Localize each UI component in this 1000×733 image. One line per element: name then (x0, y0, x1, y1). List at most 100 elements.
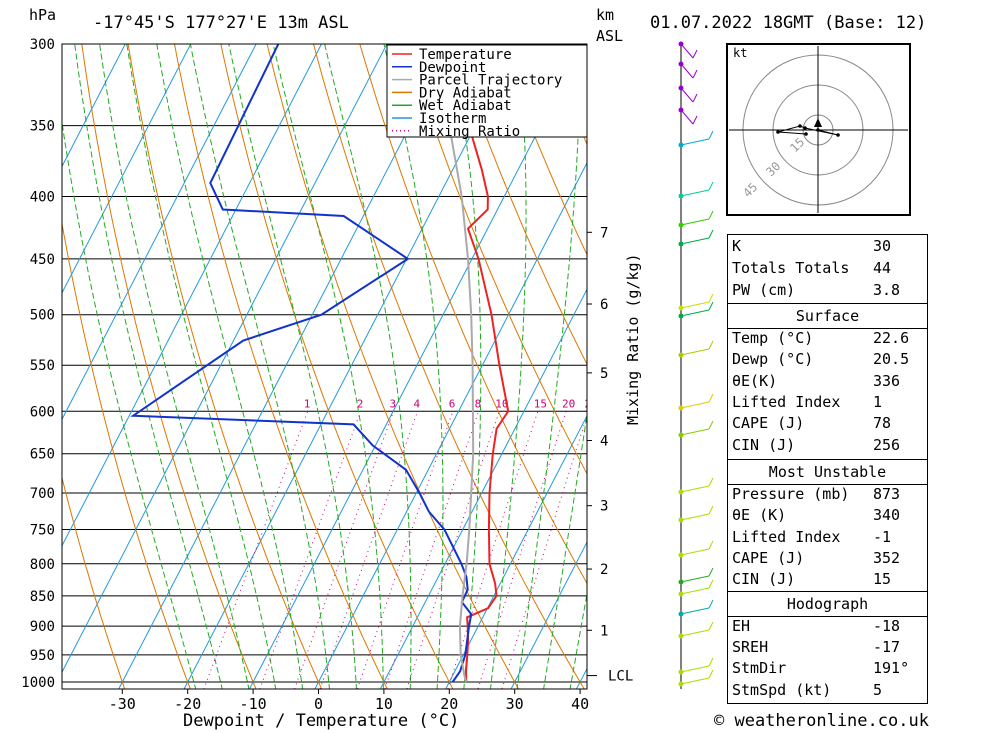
km-tick-label: 2 (600, 562, 608, 578)
mixing-ratio-line (203, 411, 309, 689)
index-label: StmSpd (kt) (732, 681, 832, 699)
mixing-ratio-label: 15 (534, 397, 547, 410)
datetime-title: 01.07.2022 18GMT (Base: 12) (650, 13, 927, 33)
series-dewpoint (130, 44, 473, 683)
km-tick-label: 4 (600, 434, 608, 450)
wind-barb-feather (708, 340, 714, 350)
mixing-ratio-line (356, 411, 454, 689)
wind-barb-feather (708, 599, 714, 609)
mixing-ratio-axis-label: Mixing Ratio (g/kg) (624, 253, 642, 425)
wet-adiabat-line (324, 44, 412, 689)
index-value: 340 (873, 506, 901, 524)
storm-motion-marker (814, 118, 822, 127)
wind-barb-feather (708, 130, 714, 140)
wind-barb-feather (708, 579, 714, 589)
index-row: SREH -17 (732, 638, 923, 659)
index-label: Lifted Index (732, 393, 841, 411)
index-row: CAPE (J) 78 (732, 414, 923, 435)
divider (728, 616, 927, 617)
index-value: 191° (873, 659, 910, 677)
index-row: K 30 (732, 237, 923, 258)
km-tick-label: 3 (600, 499, 608, 515)
isotherm-line (0, 7, 13, 707)
wind-barb-feather (708, 505, 714, 515)
mixing-ratio-label: 3 (389, 397, 396, 410)
wind-barb-feather (692, 93, 698, 103)
wind-barb-feather (708, 301, 714, 311)
location-title: -17°45'S 177°27'E 13m ASL (93, 13, 349, 33)
dry-adiabat-line (451, 44, 587, 366)
wet-adiabat-line (74, 44, 223, 689)
wind-barb (680, 587, 710, 595)
legend-label: Dewpoint (419, 60, 486, 76)
copyright-link[interactable]: © weatheronline.co.uk (714, 711, 929, 731)
index-row: EH -18 (732, 617, 923, 638)
index-row: θE (K) 340 (732, 506, 923, 527)
wet-adiabat-line (228, 44, 357, 689)
index-row: Dewp (°C) 20.5 (732, 350, 923, 371)
hodograph-point (804, 132, 808, 136)
index-value: 30 (873, 237, 892, 255)
dry-adiabat-line (62, 475, 126, 689)
isotherm-line (62, 44, 323, 547)
most-unstable-box: Most Unstable Pressure (mb) 873 θE (K) 340… (727, 459, 928, 592)
wind-barb-feather (708, 540, 714, 550)
surface-box: Surface Temp (°C) 22.6 Dewp (°C) 20.5 θE(K… (727, 303, 928, 460)
wind-barb-feather (708, 669, 714, 679)
legend-box (386, 44, 588, 138)
isotherm-line (62, 44, 388, 674)
isotherm-line (314, 161, 587, 689)
dry-adiabat-line (81, 44, 257, 689)
mixing-ratio-line (319, 411, 419, 689)
legend-label: Dry Adiabat (419, 85, 512, 101)
pressure-tick-label: 700 (30, 486, 55, 502)
isotherm-line (62, 44, 192, 294)
index-value: -18 (873, 617, 901, 635)
dry-adiabat-line (405, 44, 587, 475)
index-row: CIN (J) 15 (732, 570, 923, 591)
index-label: K (732, 237, 742, 255)
wet-adiabat-line (272, 44, 384, 689)
index-value: 336 (873, 372, 901, 390)
wind-barb (680, 607, 710, 615)
mixing-ratio-label: 20 (562, 397, 575, 410)
hodograph-point (816, 128, 820, 132)
x-tick-label: 10 (375, 695, 393, 713)
index-value: -17 (873, 638, 901, 656)
wind-barb (680, 677, 710, 685)
x-tick-label: -30 (109, 695, 136, 713)
wind-barb-feather (708, 657, 714, 667)
index-label: CIN (J) (732, 436, 796, 454)
index-label: θE(K) (732, 372, 778, 390)
dry-adiabat-line (127, 44, 323, 689)
mixing-ratio-label: 2 (357, 397, 364, 410)
pressure-tick-label: 800 (30, 557, 55, 573)
legend-label: Parcel Trajectory (419, 73, 562, 89)
index-label: Pressure (mb) (732, 485, 850, 503)
index-row: Totals Totals 44 (732, 259, 923, 280)
mixing-ratio-label: 25 (584, 397, 597, 410)
index-row: θE(K) 336 (732, 372, 923, 393)
wind-barb-feather (708, 477, 714, 487)
index-row: StmSpd (kt) 5 (732, 681, 923, 702)
wind-barb (680, 87, 694, 103)
divider (728, 484, 927, 485)
most-unstable-title: Most Unstable (768, 463, 887, 481)
mixing-ratio-line (477, 411, 567, 689)
pressure-tick-label: 900 (30, 619, 55, 635)
index-value: -1 (873, 528, 892, 546)
pressure-tick-label: 850 (30, 589, 55, 605)
index-value: 352 (873, 549, 901, 567)
index-value: 1 (873, 393, 883, 411)
wind-barb (680, 43, 694, 59)
lcl-label: LCL (608, 669, 633, 685)
index-row: StmDir 191° (732, 659, 923, 680)
mixing-ratio-line (501, 414, 587, 689)
index-label: Lifted Index (732, 528, 841, 546)
index-label: CAPE (J) (732, 414, 805, 432)
index-value: 15 (873, 570, 892, 588)
index-row: Pressure (mb) 873 (732, 485, 923, 506)
isotherm-line (379, 288, 587, 689)
surface-title: Surface (795, 307, 860, 325)
